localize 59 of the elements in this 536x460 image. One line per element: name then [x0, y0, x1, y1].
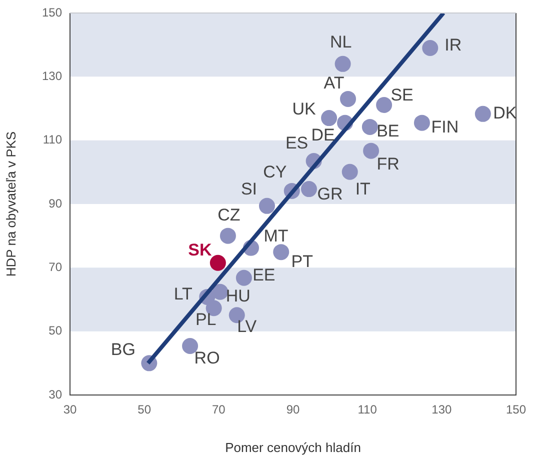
y-tick-label: 130: [42, 68, 62, 83]
annotation: BE: [376, 122, 400, 141]
point: [273, 244, 290, 260]
point: [422, 40, 438, 56]
point: [363, 142, 380, 159]
annotation: DK: [493, 104, 518, 123]
annotation: LV: [237, 316, 258, 336]
annotation: IT: [355, 180, 370, 199]
point: [212, 284, 228, 300]
annotation: UK: [292, 100, 317, 119]
x-tick-label: 110: [358, 402, 378, 417]
annotation: CZ: [218, 206, 240, 225]
point: [258, 198, 275, 214]
annotation: RO: [194, 348, 220, 368]
point: [236, 270, 252, 286]
annotation: AT: [324, 74, 344, 93]
y-axis-title: HDP na obyvateľa v PKS: [3, 131, 18, 277]
y-tick-label: 90: [48, 196, 62, 210]
annotation: FIN: [431, 118, 459, 137]
annotation: DE: [311, 126, 335, 145]
y-tick-label: 30: [48, 387, 62, 402]
point: [340, 90, 356, 107]
annotation: LT: [174, 284, 192, 304]
point: [342, 164, 358, 180]
y-tick-label: 110: [42, 132, 62, 147]
y-tick-label: 50: [48, 324, 62, 338]
point: [474, 106, 491, 122]
point: [334, 56, 351, 72]
annotation: SE: [390, 86, 414, 105]
annotation: FR: [376, 154, 400, 174]
point: [321, 110, 338, 126]
x-axis-title: Pomer cenových hladín: [225, 440, 361, 455]
annotation: BG: [110, 340, 136, 359]
annotation: PT: [291, 252, 313, 271]
annotation: PL: [195, 310, 216, 329]
annotation: EE: [252, 266, 276, 285]
x-tick-label: 70: [212, 402, 226, 417]
annotation: GR: [317, 184, 343, 204]
annotation: HU: [226, 286, 250, 306]
y-tick-label: 70: [48, 260, 62, 274]
x-tick-label: 90: [286, 402, 300, 417]
point: [220, 228, 236, 244]
point: [362, 118, 378, 135]
annotation: MT: [264, 226, 288, 246]
annotation: SI: [240, 180, 258, 199]
point: [376, 97, 392, 113]
annotation: SK: [188, 240, 212, 260]
point: [414, 114, 430, 131]
x-tick-label: 130: [432, 402, 452, 417]
x-tick-label: 50: [138, 402, 152, 417]
point: [210, 254, 226, 271]
annotation: ES: [285, 134, 308, 153]
annotation: CY: [263, 162, 287, 182]
annotation: NL: [330, 32, 352, 52]
x-tick-label: 150: [506, 402, 526, 417]
point: [300, 181, 317, 198]
x-tick-label: 30: [63, 402, 77, 417]
y-tick-label: 150: [42, 5, 62, 20]
annotation: IR: [444, 36, 462, 55]
